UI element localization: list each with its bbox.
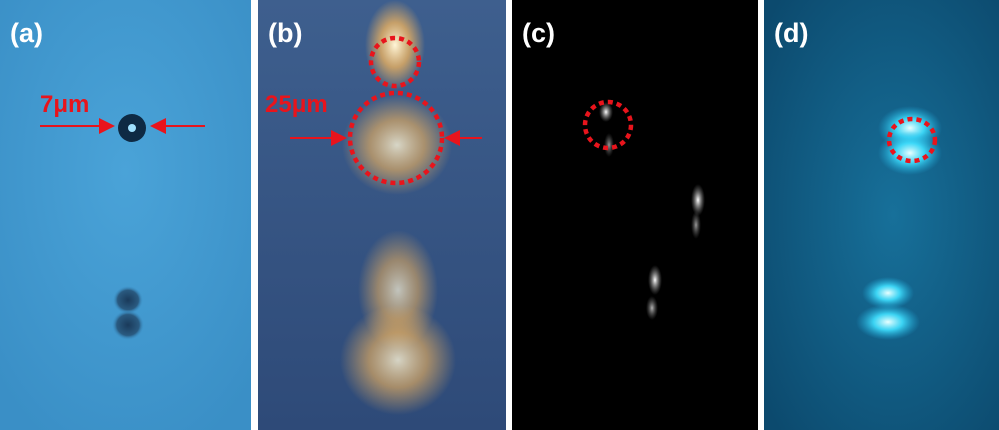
panel-label: (c) [522,18,555,48]
page: {"panels": [{"label": "(a)", "scale_labe… [0,0,999,430]
panel-a: (a) 7μm [0,0,251,430]
panel-c: (c) [512,0,758,430]
panel-d: (d) [764,0,999,430]
panel-label: (a) [10,18,43,48]
panel-label: (b) [268,18,302,48]
scale-label: 7μm [40,91,89,118]
panel-label: (d) [774,18,808,48]
panel-b: (b) 25μm [258,0,506,430]
figure: (a) 7μm (b) 25μm (c) (d) [0,0,999,430]
scale-label: 25μm [265,91,328,118]
